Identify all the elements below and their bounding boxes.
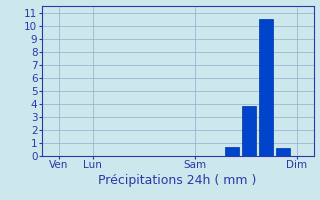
- Bar: [225, 147, 239, 156]
- Bar: [259, 19, 273, 156]
- Bar: [276, 148, 290, 156]
- Bar: [242, 106, 256, 156]
- X-axis label: Précipitations 24h ( mm ): Précipitations 24h ( mm ): [99, 174, 257, 187]
